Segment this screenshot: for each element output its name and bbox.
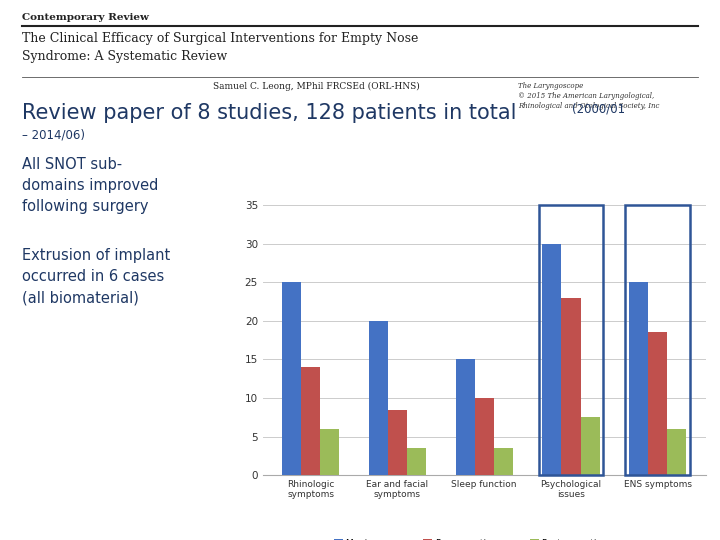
Bar <box>667 429 686 475</box>
Bar <box>562 298 580 475</box>
Text: Review paper of 8 studies, 128 patients in total: Review paper of 8 studies, 128 patients … <box>22 103 516 123</box>
Bar <box>626 205 690 475</box>
Text: Samuel C. Leong, MPhil FRCSEd (ORL-HNS): Samuel C. Leong, MPhil FRCSEd (ORL-HNS) <box>213 82 420 91</box>
Text: – 2014/06): – 2014/06) <box>22 129 85 141</box>
Bar <box>494 448 513 475</box>
Bar <box>388 410 407 475</box>
Bar <box>369 321 388 475</box>
Bar <box>474 398 494 475</box>
Text: Contemporary Review: Contemporary Review <box>22 14 148 23</box>
Bar <box>580 417 600 475</box>
Bar <box>539 205 603 475</box>
Bar <box>407 448 426 475</box>
Bar <box>648 333 667 475</box>
Legend: Maximum score, Pre-operative score, Post-operative score: Maximum score, Pre-operative score, Post… <box>330 536 639 540</box>
Bar <box>629 282 648 475</box>
Bar <box>542 244 562 475</box>
Text: Extrusion of implant
occurred in 6 cases
(all biomaterial): Extrusion of implant occurred in 6 cases… <box>22 248 170 306</box>
Text: The Clinical Efficacy of Surgical Interventions for Empty Nose
Syndrome: A Syste: The Clinical Efficacy of Surgical Interv… <box>22 32 418 63</box>
Bar <box>320 429 339 475</box>
Bar <box>301 367 320 475</box>
Text: (2000/01: (2000/01 <box>572 103 626 116</box>
Text: The Laryngoscope
© 2015 The American Laryngological,
Rhinological and Otological: The Laryngoscope © 2015 The American Lar… <box>518 82 660 110</box>
Bar <box>282 282 301 475</box>
Bar <box>456 360 474 475</box>
Text: All SNOT sub-
domains improved
following surgery: All SNOT sub- domains improved following… <box>22 157 158 214</box>
